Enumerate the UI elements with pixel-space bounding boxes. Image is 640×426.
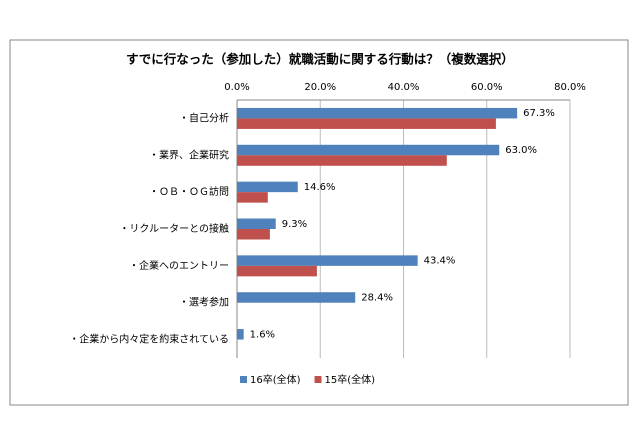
x-tick-label: 0.0% — [224, 82, 249, 93]
bar — [237, 255, 418, 266]
bar — [237, 118, 496, 129]
chart-title: すでに行なった（参加した）就職活動に関する行動は？（複数選択） — [126, 52, 514, 67]
legend-swatch — [240, 376, 247, 383]
bar — [237, 144, 500, 156]
y-tick-label: ・企業へのエントリー — [129, 259, 229, 272]
legend-label: 16卒(全体) — [250, 373, 301, 386]
bar — [237, 218, 276, 229]
bar — [237, 329, 244, 340]
y-tick-label: ・リクルーターとの接触 — [119, 222, 229, 235]
value-label: 67.3% — [523, 108, 555, 119]
value-label: 1.6% — [250, 329, 275, 340]
bar — [237, 181, 298, 193]
y-tick-label: ・選考参加 — [179, 296, 229, 309]
bar — [237, 292, 356, 303]
bar — [237, 265, 317, 277]
value-label: 9.3% — [282, 219, 307, 230]
y-tick-label: ・企業から内々定を約束されている — [69, 333, 229, 346]
value-label: 14.6% — [304, 182, 336, 193]
x-tick-label: 20.0% — [304, 82, 336, 93]
y-tick-label: ・業界、企業研究 — [149, 148, 229, 161]
legend-label: 15卒(全体) — [325, 373, 376, 386]
y-tick-label: ・ＯＢ・ＯＧ訪問 — [149, 185, 229, 198]
value-label: 63.0% — [505, 145, 537, 156]
y-tick-label: ・自己分析 — [179, 111, 229, 124]
legend-swatch — [314, 376, 322, 383]
chart-frame — [9, 39, 629, 406]
bar — [237, 107, 518, 119]
value-label: 28.4% — [361, 292, 393, 303]
x-tick-label: 40.0% — [388, 82, 420, 93]
bar — [237, 229, 270, 240]
bar — [237, 155, 447, 166]
value-label: 43.4% — [424, 256, 456, 267]
bar — [237, 192, 268, 203]
x-tick-label: 60.0% — [471, 82, 503, 93]
x-tick-label: 80.0% — [554, 82, 586, 93]
